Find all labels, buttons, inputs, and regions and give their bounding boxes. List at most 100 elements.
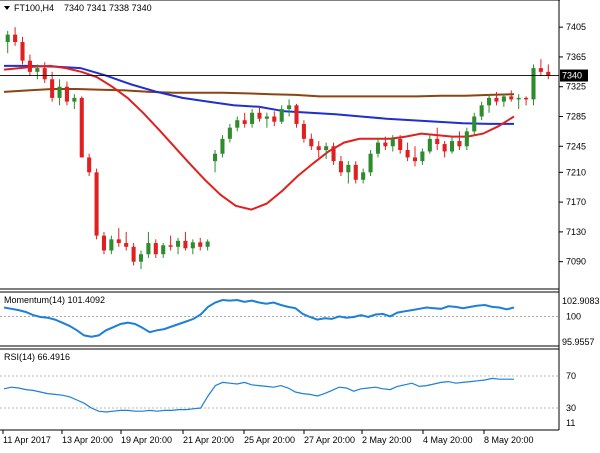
candle	[442, 141, 447, 158]
candle-body	[375, 142, 381, 154]
time-tick-label: 8 May 20:00	[484, 435, 534, 445]
candle	[20, 36, 25, 65]
candle	[361, 168, 366, 184]
candle-body	[227, 127, 232, 139]
candle	[272, 111, 277, 127]
candle	[13, 27, 18, 46]
candle-body	[479, 105, 484, 117]
price-axis-ticks: 7405 7365 7325 7285 7245 7210 7170 7130 7090	[559, 22, 586, 267]
candle-body	[257, 112, 262, 119]
sma-fast-line	[3, 64, 515, 211]
moving-averages	[3, 64, 515, 211]
candle	[375, 138, 381, 158]
candle	[242, 112, 247, 128]
momentum-line	[3, 298, 515, 338]
time-tick-label: 2 May 20:00	[362, 435, 412, 445]
candle	[449, 136, 455, 154]
symbol-label: FT100,H4	[14, 3, 54, 13]
candle	[427, 135, 432, 154]
momentum-tick-top: 102.9083	[562, 296, 600, 306]
candle-body	[316, 146, 321, 150]
candle	[435, 127, 440, 150]
candle-body	[109, 239, 114, 251]
candle-body	[272, 116, 277, 122]
candle	[257, 106, 262, 122]
current-price-label: 7340	[562, 71, 582, 81]
candle	[420, 148, 425, 165]
candle-body	[124, 243, 129, 247]
candle	[79, 96, 84, 158]
candle-body	[383, 142, 388, 147]
rsi-pane: RSI(14) 66.4916 70 30 11	[0, 352, 576, 428]
candle-body	[516, 97, 521, 100]
candle	[264, 112, 269, 128]
candle	[57, 79, 62, 106]
candle-body	[213, 153, 218, 162]
candle	[309, 133, 314, 150]
candle	[301, 120, 306, 143]
candle-body	[250, 112, 255, 124]
price-tick-label: 7245	[566, 141, 586, 151]
candle	[146, 231, 151, 258]
candlesticks	[5, 27, 551, 270]
candle-body	[175, 240, 181, 247]
candle-body	[287, 105, 292, 110]
candle	[175, 237, 181, 255]
candle-body	[94, 172, 99, 236]
price-tick-label: 7210	[566, 167, 586, 177]
candle	[101, 231, 107, 255]
candle-body	[13, 34, 18, 43]
current-price-box	[560, 69, 588, 82]
candle-body	[464, 131, 469, 147]
candle	[472, 112, 477, 136]
time-tick-label: 25 Apr 20:00	[244, 435, 295, 445]
candle-body	[64, 86, 69, 102]
candle	[42, 62, 47, 83]
sma-slow-line	[3, 88, 515, 98]
candle-body	[301, 123, 306, 139]
candle-body	[138, 254, 144, 262]
candle	[27, 54, 32, 76]
rsi-tick-label: 30	[566, 403, 576, 413]
candle-body	[449, 141, 455, 152]
candle-body	[42, 68, 47, 80]
time-tick-label: 27 Apr 20:00	[304, 435, 355, 445]
collapse-triangle-icon[interactable]	[4, 6, 10, 10]
candle-body	[501, 96, 506, 102]
price-tick-label: 7170	[566, 197, 586, 207]
candle	[294, 103, 299, 128]
candle	[479, 101, 484, 121]
candle-body	[324, 146, 329, 150]
candle-body	[509, 96, 514, 100]
price-tick-label: 7405	[566, 22, 586, 32]
candle-body	[457, 141, 462, 147]
candle-body	[190, 242, 195, 249]
candle	[153, 239, 158, 258]
candle-body	[531, 68, 536, 100]
time-axis: 11 Apr 2017 13 Apr 20:00 19 Apr 20:00 21 Ap…	[2, 430, 534, 445]
candle-body	[405, 150, 410, 158]
candle-body	[538, 68, 543, 72]
candle	[316, 141, 321, 158]
candle-body	[390, 138, 395, 147]
candle	[35, 64, 40, 80]
rsi-title: RSI(14) 66.4916	[4, 352, 70, 362]
candle-body	[487, 97, 492, 106]
candle-body	[309, 138, 314, 147]
candle	[94, 168, 99, 240]
candle-body	[368, 153, 373, 173]
candle	[109, 235, 114, 255]
candle	[279, 105, 284, 124]
candle-body	[494, 97, 499, 102]
candle	[198, 237, 203, 251]
candle-body	[264, 116, 269, 119]
time-tick-label: 11 Apr 2017	[3, 435, 51, 445]
candle	[183, 231, 188, 251]
candle-body	[546, 71, 551, 76]
candle-body	[235, 120, 240, 128]
candle	[168, 235, 173, 251]
chart-frame	[0, 0, 560, 431]
candle-body	[242, 120, 247, 124]
candle-body	[427, 138, 432, 152]
